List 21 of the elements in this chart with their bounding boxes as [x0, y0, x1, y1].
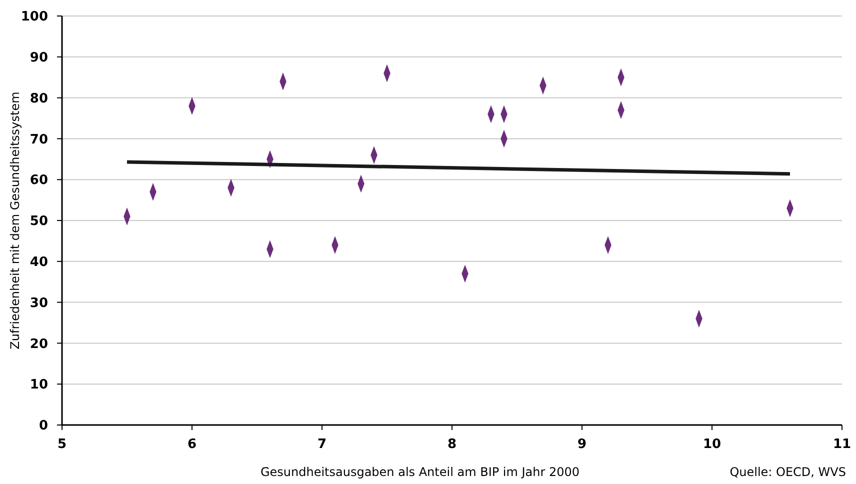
y-tick-label: 0 — [38, 418, 48, 434]
x-tick-label: 7 — [317, 437, 327, 452]
x-tick-label: 10 — [702, 437, 722, 452]
y-tick-label: 100 — [20, 10, 48, 25]
y-tick-label: 20 — [30, 336, 48, 352]
x-tick-label: 11 — [832, 437, 852, 452]
x-tick-label: 5 — [57, 437, 67, 452]
x-axis-title: Gesundheitsausgaben als Anteil am BIP im Jahr 2000 — [260, 465, 580, 479]
y-tick-label: 10 — [30, 378, 48, 393]
x-tick-label: 9 — [577, 437, 587, 452]
y-tick-label: 40 — [30, 254, 48, 270]
x-tick-label: 8 — [447, 437, 457, 452]
y-tick-label: 50 — [30, 214, 48, 230]
y-tick-label: 60 — [30, 173, 48, 188]
y-axis-title: Zufriedenheit mit dem Gesundheitssystem — [8, 92, 22, 350]
x-tick-label: 6 — [187, 437, 197, 452]
y-tick-label: 30 — [30, 296, 48, 311]
source-note: Quelle: OECD, WVS — [730, 465, 846, 479]
y-tick-label: 80 — [30, 91, 48, 106]
y-tick-label: 70 — [30, 132, 48, 148]
y-tick-label: 90 — [30, 50, 48, 66]
